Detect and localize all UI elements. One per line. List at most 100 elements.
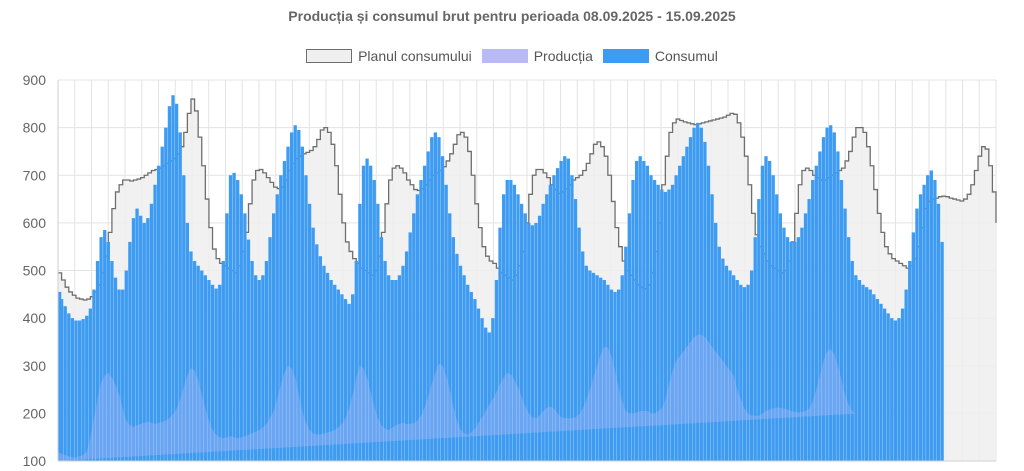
consumption-bar: [563, 156, 567, 461]
consumption-bar: [365, 158, 369, 461]
consumption-bar: [228, 175, 233, 461]
consumption-bar: [476, 308, 481, 461]
consumption-bar: [778, 213, 783, 461]
consumption-bar: [624, 246, 628, 461]
consumption-bar: [717, 246, 721, 461]
consumption-bar: [171, 95, 175, 462]
consumption-bar: [509, 180, 513, 461]
consumption-bar: [243, 213, 247, 461]
consumption-bar: [361, 165, 366, 461]
consumption-bar: [757, 199, 761, 461]
consumption-bar: [591, 272, 596, 461]
consumption-bar: [149, 203, 154, 461]
consumption-bar: [807, 199, 811, 461]
consumption-bar: [588, 270, 592, 461]
consumption-bar: [749, 270, 754, 461]
consumption-bar: [918, 194, 923, 462]
consumption-bar: [347, 303, 351, 461]
consumption-bar: [692, 127, 696, 462]
consumption-bar: [904, 289, 908, 461]
consumption-bar: [232, 172, 236, 461]
consumption-bar: [340, 294, 344, 461]
consumption-bar: [879, 303, 883, 461]
legend-item-production[interactable]: Producția: [481, 48, 593, 64]
consumption-bar: [113, 277, 118, 461]
consumption-bar: [77, 320, 82, 461]
consumption-bar: [696, 122, 700, 462]
consumption-bar: [466, 284, 470, 461]
consumption-bar: [872, 294, 876, 461]
consumption-bar: [660, 189, 664, 462]
legend-item-plan[interactable]: Planul consumului: [306, 48, 472, 64]
consumption-bar: [99, 237, 103, 461]
legend-item-consumption[interactable]: Consumul: [602, 48, 718, 64]
consumption-bar: [616, 289, 621, 461]
consumption-bar: [839, 180, 844, 461]
consumption-bar: [681, 156, 685, 461]
consumption-bar: [771, 175, 775, 461]
consumption-bar: [146, 218, 150, 461]
consumption-bar: [940, 241, 944, 461]
consumption-bar: [430, 137, 434, 461]
consumption-bar: [92, 289, 96, 461]
consumption-bar: [412, 213, 416, 461]
consumption-bar: [922, 184, 926, 461]
consumption-bar: [850, 260, 854, 461]
consumption-bar: [325, 272, 330, 461]
consumption-bar: [706, 165, 711, 461]
consumption-bar: [929, 170, 933, 462]
consumption-bar: [505, 180, 509, 461]
consumption-bar: [534, 222, 538, 462]
consumption-bar: [131, 218, 136, 461]
consumption-bar: [225, 213, 229, 461]
consumption-bar: [767, 160, 772, 461]
consumption-bar: [358, 203, 362, 461]
consumption-bar: [573, 199, 578, 461]
consumption-bar: [753, 237, 757, 461]
consumption-bar: [153, 184, 157, 461]
consumption-bar: [135, 208, 139, 461]
consumption-bar: [121, 289, 125, 461]
consumption-bar: [559, 160, 563, 461]
consumption-bar: [185, 222, 190, 462]
consumption-bar: [386, 275, 391, 461]
legend-swatch-production: [481, 49, 528, 63]
consumption-bar: [164, 127, 168, 462]
consumption-bar: [875, 299, 880, 461]
consumption-bar: [735, 280, 739, 461]
consumption-bar: [911, 232, 915, 461]
consumption-bar: [67, 313, 71, 461]
consumption-bar: [501, 194, 506, 462]
consumption-bar: [814, 165, 818, 461]
consumption-bar: [207, 280, 211, 461]
consumption-bar: [221, 260, 225, 461]
consumption-bar: [685, 146, 689, 461]
consumption-bar: [609, 289, 614, 461]
consumption-bar: [785, 237, 790, 461]
consumption-bar: [117, 289, 121, 461]
legend-label-production: Producția: [533, 48, 593, 64]
consumption-bar: [343, 299, 348, 461]
consumption-bar: [196, 265, 200, 461]
consumption-bar: [541, 203, 545, 461]
consumption-bar: [203, 275, 208, 461]
consumption-bar: [886, 313, 890, 461]
consumption-bar: [620, 275, 624, 461]
consumption-bar: [139, 215, 143, 461]
consumption-bar: [484, 327, 488, 461]
consumption-bar: [192, 260, 197, 461]
consumption-bar: [473, 299, 477, 461]
consumption-bar: [480, 318, 484, 462]
consumption-bar: [156, 165, 161, 461]
consumption-bar: [714, 222, 718, 462]
consumption-bar: [527, 222, 531, 462]
consumption-bar: [933, 180, 937, 461]
consumption-bar: [724, 265, 729, 461]
consumption-bar: [631, 180, 635, 461]
consumption-bar: [606, 284, 610, 461]
consumption-bar: [548, 184, 553, 461]
consumption-bar: [401, 265, 405, 461]
consumption-bar: [584, 265, 588, 461]
consumption-bar: [167, 106, 172, 461]
